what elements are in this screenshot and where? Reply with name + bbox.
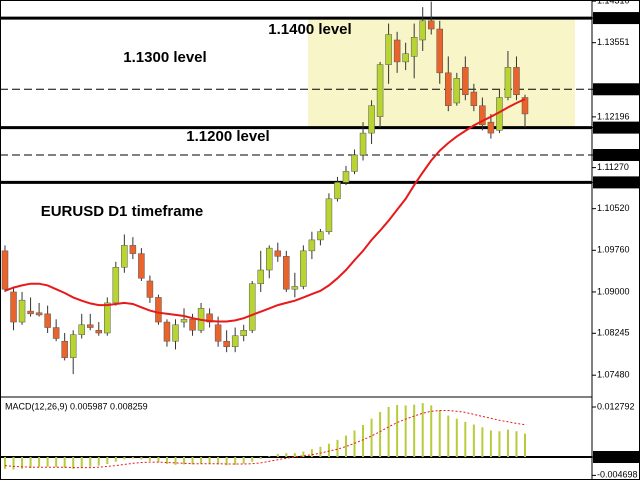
- y-tick-label: 1.09000: [597, 286, 630, 296]
- tick-label-box: [593, 451, 640, 464]
- candle-body: [402, 53, 409, 63]
- tick-label-box: [593, 121, 640, 134]
- candle-body: [351, 154, 358, 172]
- candle-body: [325, 198, 333, 232]
- moving-average: [4, 98, 526, 323]
- candle-body: [163, 321, 171, 342]
- candle-body: [334, 182, 341, 200]
- candle-body: [410, 36, 418, 57]
- tick-label-box: [593, 83, 640, 96]
- y-tick-label: 1.08245: [597, 328, 630, 338]
- annotation: EURUSD D1 timeframe: [41, 203, 204, 220]
- y-tick-label: 1.11270: [597, 162, 629, 172]
- y-tick-label: 1.14000: [597, 12, 630, 22]
- signal-line: [4, 410, 526, 469]
- price-panel: 1.14000 1.12700 1.12000 1.11500 1.11000 1.143…: [0, 0, 640, 398]
- y-tick-label: 1.12000: [597, 122, 630, 132]
- candle-body: [393, 39, 401, 63]
- candle-body: [283, 256, 290, 290]
- candle-body: [129, 245, 137, 254]
- y-tick-label: 1.07480: [597, 370, 630, 380]
- candle-body: [368, 105, 375, 134]
- candle-body: [419, 20, 426, 41]
- candle-body: [214, 324, 222, 342]
- candle-body: [513, 67, 520, 96]
- y-tick-label: 1.11500: [597, 149, 629, 159]
- candle-body: [18, 299, 26, 323]
- candle-body: [112, 267, 120, 304]
- candle-body: [487, 121, 495, 134]
- candle-body: [146, 280, 154, 298]
- y-tick-label: 1.11000: [597, 177, 629, 187]
- candle-body: [291, 286, 299, 290]
- y-tick-label: 1.14310: [597, 0, 630, 5]
- candle-body: [445, 72, 452, 106]
- candle-body: [257, 269, 264, 284]
- candle-body: [138, 253, 145, 279]
- candle-body: [44, 313, 51, 328]
- candle-body: [121, 245, 128, 268]
- candle-body: [274, 250, 282, 257]
- candle-body: [69, 334, 77, 358]
- candle-body: [300, 250, 307, 287]
- candle-body: [95, 330, 103, 334]
- candle-body: [504, 67, 512, 98]
- candle-body: [470, 91, 478, 106]
- candle-body: [206, 313, 213, 323]
- y-tick-label: 1.12196: [597, 111, 630, 121]
- candle-body: [453, 78, 461, 104]
- candle-body: [308, 239, 316, 252]
- candle-body: [1, 250, 9, 290]
- candle-body: [172, 324, 179, 342]
- y-tick-label: 1.13551: [597, 37, 630, 47]
- candle-body: [317, 231, 324, 241]
- y-tick-label: -0.004698: [597, 470, 638, 480]
- candle-body: [27, 310, 34, 315]
- candle-body: [223, 340, 230, 347]
- candle-body: [436, 28, 444, 74]
- candle-body: [86, 324, 94, 328]
- annotation: 1.1300 level: [123, 49, 206, 66]
- candle-body: [385, 34, 392, 65]
- candle-body: [376, 64, 384, 117]
- candle-body: [462, 67, 469, 96]
- candle-body: [180, 319, 188, 323]
- candle-body: [231, 335, 239, 347]
- overlay: 1.1400 level 1.1300 level 1.1200 level E…: [5, 21, 352, 411]
- candle-body: [342, 171, 350, 183]
- candle-body: [104, 302, 111, 334]
- candle-body: [240, 330, 247, 337]
- candle-body: [427, 20, 435, 30]
- candle-body: [266, 247, 273, 271]
- candle-body: [359, 132, 367, 156]
- y-tick-label: 1.09760: [597, 245, 630, 255]
- y-tick-label: 1.10520: [597, 203, 630, 213]
- y-tick-label: 0.012792: [597, 401, 635, 411]
- annotation: 1.1400 level: [268, 21, 351, 38]
- y-tick-label: 0.00: [597, 451, 615, 461]
- macd-title: MACD(12,26,9) 0.005987 0.008259: [5, 401, 148, 411]
- tick-label-box: [593, 149, 640, 162]
- tick-label-box: [593, 12, 640, 25]
- candle-body: [61, 340, 68, 358]
- candle-body: [155, 297, 162, 323]
- annotation: 1.1200 level: [186, 128, 269, 145]
- y-tick-label: 1.12700: [597, 84, 630, 94]
- candle-body: [248, 283, 256, 331]
- tick-label-box: [593, 176, 640, 189]
- candle-body: [35, 312, 43, 316]
- candle-body: [521, 97, 529, 115]
- candle-body: [78, 324, 85, 335]
- candle-body: [52, 327, 60, 339]
- macd-panel: 0.012792 0.00 -0.004698: [0, 401, 640, 480]
- candle-body: [479, 105, 486, 126]
- candle-body: [189, 319, 196, 331]
- candle-body: [10, 291, 17, 323]
